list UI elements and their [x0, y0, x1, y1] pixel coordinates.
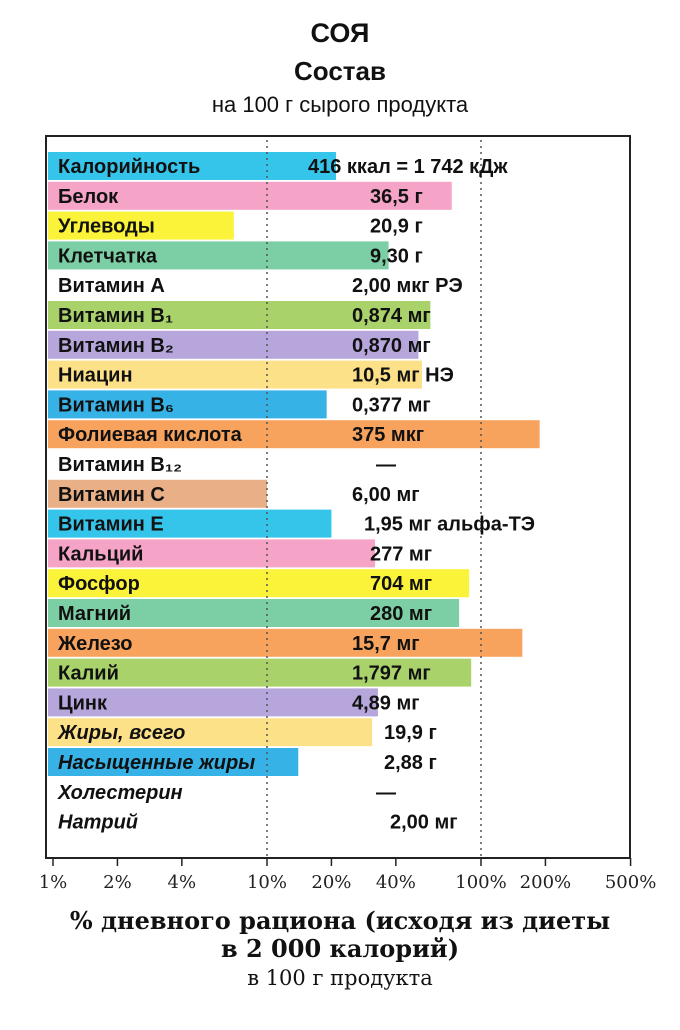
value-label: 1,797 мг — [352, 663, 431, 685]
value-label: 20,9 г — [370, 216, 423, 238]
value-label: 10,5 мг НЭ — [352, 365, 454, 387]
x-tick-label: 40% — [376, 872, 416, 893]
bar — [48, 479, 267, 508]
value-label: 2,00 мг — [390, 812, 458, 834]
x-axis-label-line1: % дневного рациона (исходя из диеты — [69, 906, 611, 935]
value-label: 19,9 г — [384, 722, 437, 744]
row-label: Насыщенные жиры — [58, 752, 255, 774]
chart-subtitle: Состав — [294, 56, 386, 86]
x-tick-label: 20% — [311, 872, 351, 893]
x-tick-label: 4% — [168, 872, 197, 893]
value-label: 9,30 г — [370, 245, 423, 267]
bar — [48, 509, 332, 538]
bar — [48, 748, 299, 776]
value-label: 0,870 мг — [352, 335, 431, 357]
row-label: Магний — [58, 603, 131, 625]
bar — [48, 539, 376, 568]
row-label: Калорийность — [58, 156, 200, 178]
value-label: 280 мг — [370, 603, 432, 625]
row-label: Кальций — [58, 543, 143, 565]
value-label: 704 мг — [370, 573, 432, 595]
value-label: — — [376, 782, 396, 804]
value-label: 15,7 мг — [352, 633, 420, 655]
value-label: 416 ккал = 1 742 кДж — [308, 156, 508, 178]
value-label: 4,89 мг — [352, 692, 420, 714]
row-label: Цинк — [58, 692, 108, 714]
x-tick-label: 200% — [520, 872, 571, 893]
x-tick-label: 500% — [605, 872, 656, 893]
value-label: 0,377 мг — [352, 394, 431, 416]
x-tick-label: 1% — [39, 872, 68, 893]
bar — [48, 390, 327, 419]
chart-title: СОЯ — [310, 18, 370, 48]
chart-note: на 100 г сырого продукта — [211, 92, 469, 117]
bar — [48, 152, 336, 180]
row-label: Калий — [58, 663, 119, 685]
row-label: Белок — [58, 186, 119, 208]
bar — [48, 360, 422, 389]
value-label: 6,00 мг — [352, 484, 420, 506]
bar — [48, 569, 470, 598]
bar — [48, 181, 452, 210]
row-label: Фосфор — [58, 573, 140, 595]
x-tick-label: 2% — [103, 872, 132, 893]
bar — [48, 241, 389, 270]
bar — [48, 301, 431, 329]
value-label: 2,88 г — [384, 752, 437, 774]
row-label: Натрий — [58, 812, 138, 834]
row-label: Витамин В₁ — [58, 305, 173, 327]
bar — [48, 420, 540, 449]
row-label: Витамин С — [58, 484, 165, 506]
bar — [48, 688, 378, 717]
row-label: Жиры, всего — [57, 722, 185, 744]
row-label: Витамин В₆ — [58, 394, 174, 416]
row-label: Углеводы — [58, 216, 155, 238]
x-axis-label-line3: в 100 г продукта — [247, 966, 433, 990]
value-label: 0,874 мг — [352, 305, 431, 327]
value-label: 36,5 г — [370, 186, 423, 208]
row-label: Холестерин — [57, 782, 183, 804]
row-label: Клетчатка — [58, 245, 158, 267]
row-label: Железо — [57, 633, 132, 655]
row-label: Фолиевая кислота — [58, 424, 243, 446]
bar — [48, 211, 234, 240]
row-label: Витамин Е — [58, 514, 164, 536]
x-tick-label: 100% — [455, 872, 506, 893]
row-label: Витамин В₂ — [58, 335, 174, 357]
row-label: Витамин А — [58, 275, 165, 297]
x-tick-label: 10% — [247, 872, 287, 893]
value-label: — — [376, 454, 396, 476]
value-label: 2,00 мкг РЭ — [352, 275, 463, 297]
bar — [48, 599, 460, 627]
plot-frame — [45, 135, 631, 859]
bar — [48, 628, 523, 657]
value-label: 375 мкг — [352, 424, 424, 446]
bar — [48, 330, 419, 359]
value-label: 277 мг — [370, 543, 432, 565]
bar — [48, 658, 472, 687]
row-label: Ниацин — [58, 365, 133, 387]
row-label: Витамин В₁₂ — [58, 454, 182, 476]
bar — [48, 718, 373, 747]
x-axis-label-line2: в 2 000 калорий) — [220, 934, 460, 963]
value-label: 1,95 мг альфа-ТЭ — [364, 514, 535, 536]
